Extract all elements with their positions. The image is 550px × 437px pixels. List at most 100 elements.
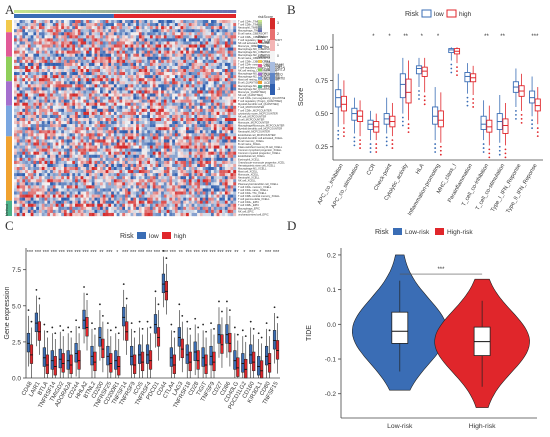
heatmap-cell bbox=[194, 133, 198, 137]
heatmap-cell bbox=[69, 154, 73, 158]
heatmap-cell bbox=[41, 53, 45, 57]
heatmap-cell bbox=[55, 167, 59, 171]
heatmap-cell bbox=[174, 145, 178, 149]
heatmap-cell bbox=[152, 38, 156, 42]
heatmap-cell bbox=[183, 44, 187, 48]
heatmap-cell bbox=[183, 136, 187, 140]
heatmap-cell bbox=[191, 69, 195, 73]
heatmap-cell bbox=[144, 145, 148, 149]
heatmap-cell bbox=[77, 179, 81, 183]
heatmap-cell bbox=[227, 62, 231, 67]
heatmap-cell bbox=[127, 142, 131, 146]
heatmap-cell bbox=[122, 157, 126, 162]
heatmap-cell bbox=[122, 23, 126, 27]
heatmap-cell bbox=[186, 179, 189, 183]
heatmap-cell bbox=[47, 136, 51, 140]
heatmap-cell bbox=[58, 136, 62, 140]
heatmap-cell bbox=[38, 167, 42, 171]
heatmap-cell bbox=[177, 56, 181, 60]
heatmap-cell bbox=[174, 154, 178, 158]
heatmap-cell bbox=[83, 148, 87, 152]
heatmap-cell bbox=[19, 50, 23, 54]
heatmap-cell bbox=[197, 191, 201, 195]
heatmap-cell bbox=[47, 53, 51, 57]
heatmap-cell bbox=[230, 65, 234, 70]
heatmap-cell bbox=[127, 99, 131, 103]
heatmap-cell bbox=[27, 142, 31, 146]
heatmap-cell bbox=[136, 47, 140, 51]
heatmap-cell bbox=[188, 47, 192, 51]
heatmap-cell bbox=[50, 170, 53, 174]
heatmap-cell bbox=[55, 179, 59, 183]
heatmap-cell bbox=[216, 32, 220, 36]
heatmap-cell bbox=[208, 90, 212, 94]
heatmap-cell bbox=[30, 203, 34, 207]
heatmap-cell bbox=[25, 118, 29, 122]
heatmap-cell bbox=[213, 99, 217, 103]
heatmap-cell bbox=[58, 197, 62, 201]
heatmap-cell bbox=[141, 157, 145, 162]
heatmap-cell bbox=[19, 56, 23, 60]
heatmap-cell bbox=[33, 75, 37, 79]
heatmap-cell bbox=[149, 121, 153, 125]
heatmap-cell bbox=[230, 163, 234, 168]
heatmap-cell bbox=[166, 182, 170, 186]
heatmap-cell bbox=[27, 139, 31, 143]
heatmap-cell bbox=[83, 154, 87, 158]
heatmap-cell bbox=[47, 179, 51, 183]
heatmap-cell bbox=[94, 102, 98, 106]
heatmap-cell bbox=[88, 78, 92, 82]
heatmap-cell bbox=[158, 163, 162, 168]
heatmap-cell bbox=[216, 121, 220, 125]
heatmap-cell bbox=[216, 133, 220, 137]
heatmap-cell bbox=[186, 99, 189, 103]
heatmap-cell bbox=[194, 163, 198, 168]
heatmap-cell bbox=[83, 35, 87, 39]
heatmap-cell bbox=[69, 200, 73, 204]
heatmap-cell bbox=[161, 160, 164, 165]
heatmap-cell bbox=[80, 62, 84, 67]
heatmap-cell bbox=[105, 59, 109, 64]
heatmap-cell bbox=[130, 130, 134, 134]
heatmap-cell bbox=[194, 69, 198, 73]
heatmap-cell bbox=[30, 111, 34, 116]
heatmap-cell bbox=[83, 20, 87, 24]
heatmap-cell bbox=[75, 47, 78, 51]
heatmap-cell bbox=[105, 133, 109, 137]
heatmap-cell bbox=[50, 111, 53, 116]
heatmap-cell bbox=[191, 102, 195, 106]
heatmap-cell bbox=[86, 65, 90, 70]
heatmap-cell bbox=[158, 148, 162, 152]
heatmap-cell bbox=[52, 173, 56, 177]
heatmap-cell bbox=[199, 179, 203, 183]
heatmap-cell bbox=[233, 124, 237, 128]
heatmap-cell bbox=[194, 96, 198, 100]
heatmap-cell bbox=[122, 124, 126, 128]
heatmap-cell bbox=[211, 124, 214, 128]
heatmap-cell bbox=[233, 200, 237, 204]
heatmap-cell bbox=[205, 20, 209, 24]
heatmap-cell bbox=[119, 179, 123, 183]
heatmap-cell bbox=[155, 173, 159, 177]
heatmap-cell bbox=[136, 154, 140, 158]
heatmap-cell bbox=[33, 167, 37, 171]
heatmap-cell bbox=[216, 139, 220, 143]
heatmap-cell bbox=[174, 108, 178, 113]
heatmap-cell bbox=[108, 75, 112, 79]
heatmap-cell bbox=[144, 179, 148, 183]
heatmap-cell bbox=[72, 160, 76, 165]
risk-score-strip-cell bbox=[188, 10, 192, 13]
heatmap-cell bbox=[138, 148, 142, 152]
heatmap-cell bbox=[22, 130, 26, 134]
heatmap-cell bbox=[14, 114, 17, 119]
heatmap-cell bbox=[119, 78, 123, 82]
heatmap-cell bbox=[19, 118, 23, 122]
heatmap-cell bbox=[55, 170, 59, 174]
heatmap-cell bbox=[216, 130, 220, 134]
risk-score-strip-cell bbox=[111, 10, 115, 13]
heatmap-cell bbox=[147, 20, 151, 24]
heatmap-cell bbox=[174, 105, 178, 109]
heatmap-cell bbox=[44, 188, 48, 192]
risk-score-strip-cell bbox=[66, 10, 70, 13]
heatmap-cell bbox=[116, 121, 120, 125]
